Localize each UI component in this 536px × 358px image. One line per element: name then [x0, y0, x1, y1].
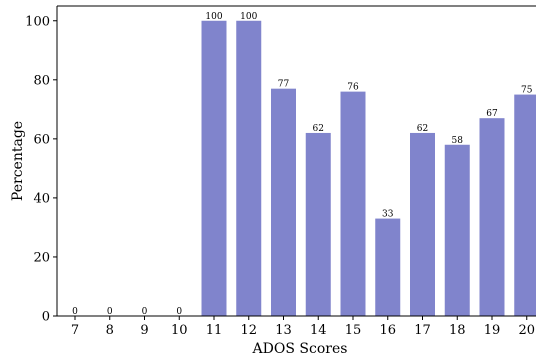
- x-tick-label-9: 9: [140, 323, 148, 338]
- x-tick-label-14: 14: [310, 323, 327, 338]
- x-tick-label-12: 12: [240, 323, 257, 338]
- data-label-15: 76: [347, 83, 359, 93]
- y-axis-label: Percentage: [10, 121, 26, 201]
- bar-15: [340, 91, 366, 317]
- x-tick-label-17: 17: [414, 323, 431, 338]
- bar-20: [514, 94, 536, 316]
- data-label-7: 0: [72, 307, 78, 317]
- x-tick-label-20: 20: [518, 323, 535, 338]
- data-label-14: 62: [313, 124, 324, 134]
- bar-11: [201, 20, 227, 316]
- y-tick-label-100: 100: [25, 14, 50, 29]
- y-tick-label-80: 80: [33, 73, 50, 88]
- y-tick-label-0: 0: [42, 310, 50, 325]
- plot-area: 0 0 0 0 100 100 77 62 76 33 62 58 67 75 0 20 40 60 80 100 7 8…: [25, 5, 536, 338]
- x-tick-label-18: 18: [449, 323, 466, 338]
- y-tick-label-20: 20: [33, 250, 50, 265]
- data-label-11: 100: [205, 12, 222, 22]
- bar-16: [375, 218, 401, 316]
- data-label-9: 0: [142, 307, 148, 317]
- x-axis-label: ADOS Scores: [252, 341, 348, 357]
- bar-14: [305, 132, 331, 316]
- data-label-19: 67: [486, 109, 498, 119]
- data-label-20: 75: [521, 86, 533, 96]
- data-label-13: 77: [278, 80, 290, 90]
- y-tick-label-60: 60: [33, 132, 50, 147]
- data-label-17: 62: [417, 124, 428, 134]
- x-tick-label-19: 19: [484, 323, 501, 338]
- x-tick-label-11: 11: [206, 323, 223, 338]
- x-tick-label-8: 8: [106, 323, 114, 338]
- x-tick-label-7: 7: [71, 323, 79, 338]
- x-tick-label-10: 10: [171, 323, 188, 338]
- y-tick-label-40: 40: [33, 191, 50, 206]
- x-tick-label-15: 15: [345, 323, 362, 338]
- data-label-18: 58: [452, 136, 464, 146]
- bar-19: [479, 118, 505, 316]
- bar-13: [271, 88, 296, 316]
- data-label-16: 33: [382, 210, 394, 220]
- data-label-12: 100: [240, 12, 257, 22]
- bar-12: [236, 20, 262, 316]
- bar-17: [410, 132, 435, 316]
- data-label-8: 0: [107, 307, 113, 317]
- x-tick-label-16: 16: [379, 323, 396, 338]
- data-label-10: 0: [176, 307, 182, 317]
- bar-18: [444, 144, 470, 316]
- x-tick-label-13: 13: [275, 323, 292, 338]
